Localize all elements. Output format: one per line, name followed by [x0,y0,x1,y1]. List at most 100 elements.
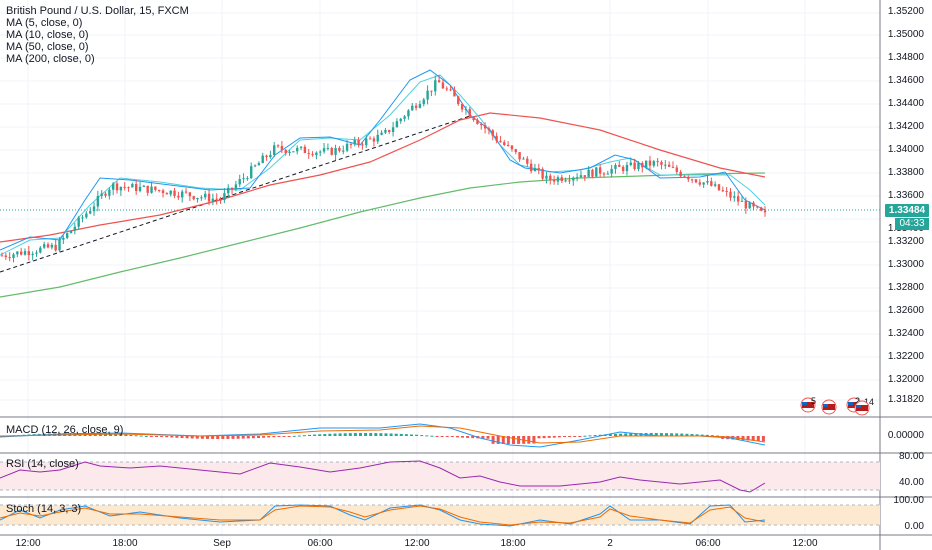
candle-body [211,198,215,202]
candle-body [526,158,529,164]
macd-bar [435,436,439,437]
macd-bar [404,434,408,436]
candle-body [215,198,218,200]
macd-bar [323,434,327,436]
macd-bar [670,433,674,436]
time-tick: 18:00 [112,538,138,549]
macd-bar [165,436,169,438]
macd-bar [369,433,373,436]
macd-axis-tick: 0.00000 [887,430,924,441]
macd-bar [246,436,250,439]
candle-body [265,155,268,158]
us-flag-event-icon[interactable] [817,399,841,415]
ma5-legend[interactable]: MA (5, close, 0) [6,17,83,29]
candle-body [165,193,169,195]
candle-body [422,99,425,105]
candle-body [81,217,84,219]
macd-bar [308,434,311,436]
macd-bar [211,436,215,439]
candle-body [407,110,410,117]
time-tick: 06:00 [307,538,333,549]
candle-body [188,192,192,197]
candle-body [181,191,184,198]
macd-bar [379,433,383,436]
macd-bar [236,436,240,439]
candle-body [763,210,767,213]
candle-body [58,239,61,251]
macd-bar [659,433,663,436]
stoch-label[interactable]: Stoch (14, 3, 3) [6,503,82,515]
candle-body [115,183,119,191]
candle-body [384,129,387,133]
candle-body [503,142,506,145]
candle-body [169,190,172,195]
rsi-axis-tick: 40.00 [898,477,924,488]
candle-body [146,185,149,193]
symbol-title[interactable]: British Pound / U.S. Dollar, 15, FXCM [6,5,189,17]
candle-body [88,211,92,214]
candle-body [748,202,751,209]
grid-lines [0,0,880,535]
macd-bar [614,433,617,436]
candle-body [434,80,437,92]
candle-body [16,251,19,255]
candle-body [31,253,34,256]
candle-body [729,191,732,198]
candle-body [495,135,498,141]
candle-body [702,182,705,185]
macd-bar [287,436,291,437]
candle-body [142,185,146,187]
macd-bar [700,434,704,436]
candle-body [437,80,441,83]
candle-body [602,173,606,175]
candle-body [123,186,126,188]
macd-bar [190,436,194,439]
candle-body [591,169,594,177]
ma50-line [0,112,766,243]
ma50-legend[interactable]: MA (50, close, 0) [6,41,89,53]
macd-bar [583,435,587,437]
candle-body [368,138,372,140]
candle-body [119,186,123,191]
ma10-legend[interactable]: MA (10, close, 0) [6,29,89,41]
candle-body [269,154,272,158]
candle-body [50,244,54,248]
candle-body [196,197,199,200]
ma200-legend[interactable]: MA (200, close, 0) [6,53,95,65]
macd-label[interactable]: MACD (12, 26, close, 9) [6,424,124,436]
macd-bar [155,436,158,437]
us-flag-event-icon[interactable] [796,397,820,413]
candle-body [541,168,544,179]
candle-body [284,149,287,154]
candle-body [85,213,88,218]
candle-body [207,193,211,202]
rsi-label[interactable]: RSI (14, close) [6,458,79,470]
event-count: 14 [864,397,875,407]
candle-body [411,105,414,111]
macd-bar [374,433,378,436]
candle-body [556,177,560,182]
macd-bar [328,433,332,436]
trendline-drawing[interactable] [0,115,471,273]
candle-body [380,132,383,135]
macd-bar [185,436,189,439]
us-flag-event-icon[interactable] [850,400,874,416]
macd-bar [680,433,684,436]
price-tick: 1.32600 [887,305,924,316]
macd-bar [364,433,368,436]
macd-bar [149,436,153,437]
candle-body [62,237,65,240]
candle-body [395,121,399,128]
candle-body [480,124,483,126]
macd-bar [598,434,602,436]
candle-body [664,164,667,166]
macd-bar [195,436,199,439]
event-count: 5 [811,396,817,406]
macd-bar [359,433,362,436]
macd-bar [501,436,505,444]
price-tick: 1.31820 [887,394,924,405]
macd-bar [119,434,123,436]
candle-body [759,207,763,211]
candle-body [644,160,648,168]
